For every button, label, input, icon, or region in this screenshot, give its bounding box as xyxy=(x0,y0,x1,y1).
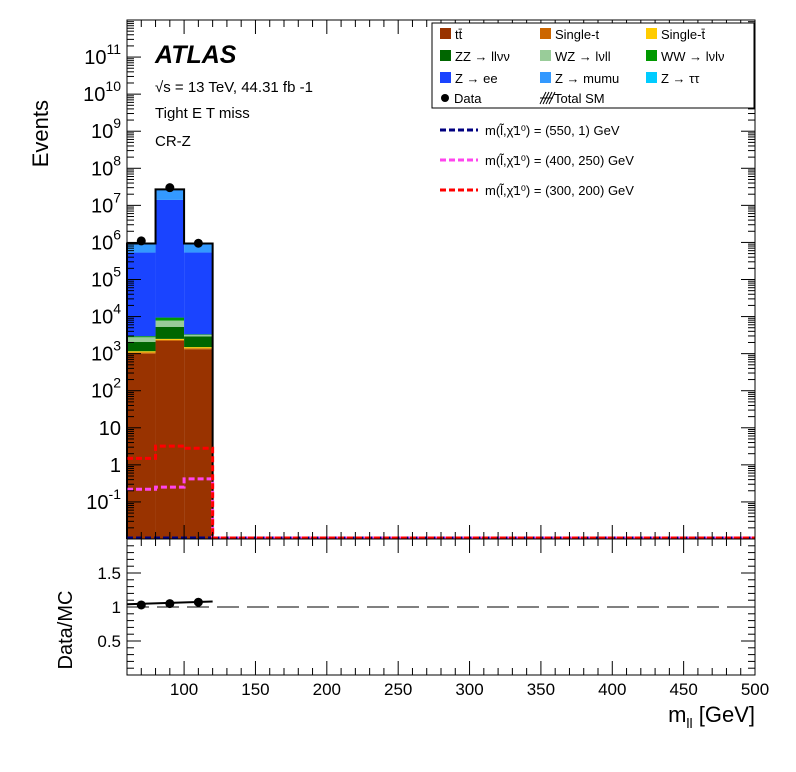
legend-swatch xyxy=(440,50,451,61)
bar-segment xyxy=(155,317,185,321)
y-tick-label: 1010 xyxy=(83,78,121,106)
y-tick-label: 106 xyxy=(91,226,121,254)
y-tick-label: 10-1 xyxy=(86,486,121,514)
signal-legend: m(l̃,χ̃1⁰) = (550, 1) GeV m(l̃,χ̃1⁰) = (4… xyxy=(440,123,634,198)
ratio-point xyxy=(193,597,203,607)
x-tick-label: 150 xyxy=(241,680,269,699)
data-point xyxy=(165,183,175,193)
ratio-point xyxy=(136,600,146,610)
energy-lumi-label: √s = 13 TeV, 44.31 fb -1 xyxy=(155,79,313,96)
bar-segment xyxy=(127,336,156,338)
x-axis-label: mll [GeV] xyxy=(668,702,755,731)
legend-label: tt̄ xyxy=(455,27,463,42)
y-tick-label: 103 xyxy=(91,338,121,366)
x-tick-label: 350 xyxy=(527,680,555,699)
x-tick-label: 450 xyxy=(669,680,697,699)
legend-label: Z → ττ xyxy=(661,71,700,86)
main-axes: 10-1 1 10 102 103 104 105 106 107 108 109 1010 1011 xyxy=(83,20,756,540)
legend-label: Z → mumu xyxy=(555,71,619,86)
y-tick-label: 10 xyxy=(99,418,121,440)
bar-segment xyxy=(184,349,213,539)
legend-swatch xyxy=(646,72,657,83)
bar-segment xyxy=(184,252,213,335)
legend-swatch xyxy=(440,28,451,39)
legend: tt̄ Single-t Single-t̄ ZZ → llνν WZ → lνll WW… xyxy=(431,22,755,109)
legend-swatch xyxy=(440,72,451,83)
bar-segment xyxy=(127,337,156,343)
bar-segment xyxy=(184,348,213,350)
signal-legend-label: m(l̃,χ̃1⁰) = (400, 250) GeV xyxy=(485,153,634,168)
legend-swatch xyxy=(540,50,551,61)
bar-segment xyxy=(127,243,156,253)
signal-line xyxy=(127,477,755,540)
y-tick-label: 1 xyxy=(110,455,121,477)
bar-segment xyxy=(155,199,185,318)
bar-segment xyxy=(127,342,156,352)
bar-segment xyxy=(155,189,185,200)
bar-segment xyxy=(127,351,156,353)
signal-line xyxy=(127,444,755,540)
bar-segment xyxy=(184,336,213,348)
x-tick-label: 500 xyxy=(741,680,769,699)
legend-label: Single-t̄ xyxy=(661,27,705,42)
legend-total-sm-label: Total SM xyxy=(554,91,605,106)
y-tick-label: 105 xyxy=(91,264,121,292)
legend-swatch xyxy=(646,50,657,61)
ratio-y-tick-label: 1 xyxy=(112,598,121,617)
bar-segment xyxy=(127,353,156,539)
bar-segment xyxy=(184,334,213,337)
signal-legend-label: m(l̃,χ̃1⁰) = (300, 200) GeV xyxy=(485,183,634,198)
ratio-y-label: Data/MC xyxy=(55,591,77,670)
atlas-label: ATLAS xyxy=(154,41,237,69)
region-label: CR-Z xyxy=(155,133,191,150)
legend-label: WZ → lνll xyxy=(555,49,611,64)
bar-segment xyxy=(184,243,213,253)
signal-legend-label: m(l̃,χ̃1⁰) = (550, 1) GeV xyxy=(485,123,620,138)
y-tick-label: 1011 xyxy=(84,41,121,69)
legend-swatch xyxy=(646,28,657,39)
y-tick-label: 104 xyxy=(91,301,121,329)
legend-swatch xyxy=(540,72,551,83)
ratio-y-tick-label: 0.5 xyxy=(97,632,121,651)
bar-segment xyxy=(127,352,156,354)
bar-segment xyxy=(184,334,213,335)
data-point xyxy=(136,236,146,246)
data-point xyxy=(193,238,203,248)
bar-segment xyxy=(155,326,185,339)
ratio-y-tick-label: 1.5 xyxy=(97,564,121,583)
y-tick-label: 109 xyxy=(91,115,121,143)
legend-label: ZZ → llνν xyxy=(455,49,510,64)
y-axis-label: Events xyxy=(28,100,53,167)
x-tick-label: 200 xyxy=(313,680,341,699)
ratio-pad: 0.5 1 1.5 100 150 200 250 300 350 400 450 500 xyxy=(97,538,769,699)
y-tick-label: 107 xyxy=(91,189,121,217)
legend-swatch xyxy=(540,28,551,39)
legend-data-marker xyxy=(441,94,449,102)
bar-segment xyxy=(155,340,185,539)
bar-segment xyxy=(155,339,185,341)
ratio-axes: 0.5 1 1.5 100 150 200 250 300 350 400 450 500 xyxy=(97,539,769,699)
x-tick-label: 300 xyxy=(455,680,483,699)
y-tick-label: 108 xyxy=(91,152,121,180)
legend-label: Single-t xyxy=(555,27,599,42)
bar-segment xyxy=(155,338,185,340)
legend-label: Z → ee xyxy=(455,71,498,86)
x-tick-label: 250 xyxy=(384,680,412,699)
legend-total-sm-hatch xyxy=(539,91,556,105)
legend-data-label: Data xyxy=(454,91,482,106)
bar-segment xyxy=(155,320,185,327)
ratio-points xyxy=(126,597,213,610)
data-points xyxy=(136,183,203,248)
y-tick-label: 102 xyxy=(91,375,121,403)
legend-label: WW → lνlν xyxy=(661,49,725,64)
x-tick-label: 400 xyxy=(598,680,626,699)
x-tick-label: 100 xyxy=(170,680,198,699)
selection-label: Tight E T miss xyxy=(155,105,250,122)
ratio-frame xyxy=(126,538,756,676)
bar-segment xyxy=(184,347,213,349)
ratio-point xyxy=(165,599,175,609)
